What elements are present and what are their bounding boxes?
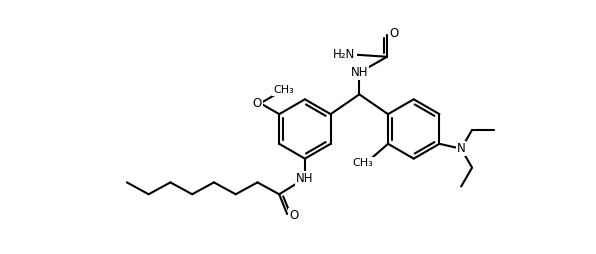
Text: methoxy_label: methoxy_label xyxy=(286,90,297,92)
Text: O: O xyxy=(290,209,299,221)
Text: N: N xyxy=(457,142,465,155)
Text: O: O xyxy=(253,97,262,110)
Text: NH: NH xyxy=(296,172,313,185)
Text: CH₃: CH₃ xyxy=(352,157,372,168)
Text: NH: NH xyxy=(350,66,368,79)
Text: CH₃: CH₃ xyxy=(273,85,294,96)
Text: H₂N: H₂N xyxy=(333,48,356,61)
Text: O: O xyxy=(389,26,399,40)
